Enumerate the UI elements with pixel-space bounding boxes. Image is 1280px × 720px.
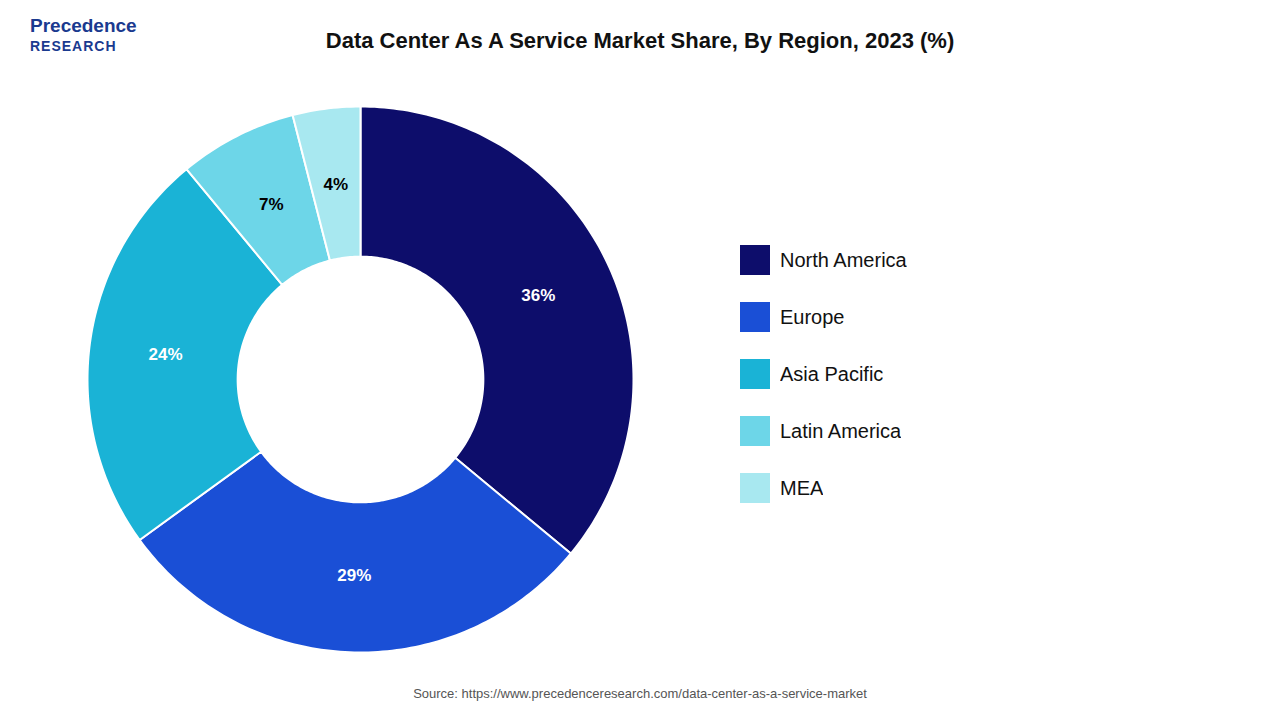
html-text:Latin America: Latin America [780,419,902,442]
svg-text:7%: 7% [259,195,284,214]
svg-text:29%: 29% [337,566,371,585]
html-text:Asia Pacific: Asia Pacific [780,362,884,385]
svg-text:4%: 4% [324,175,349,194]
svg-text:36%: 36% [521,286,555,305]
html-text:North America: North America [780,248,907,271]
html-text:RESEARCH: RESEARCH [30,37,117,54]
html-text:Data Center As A Service Marke: Data Center As A Service Market Share, B… [325,28,955,53]
svg-text:24%: 24% [148,345,182,364]
html-text:Precedence: Precedence [30,15,137,36]
html-text:Europe: Europe [780,305,845,328]
html-text:Source: https://www.precedence: Source: https://www.precedenceresearch.c… [413,686,867,701]
html-text:MEA: MEA [780,476,824,499]
